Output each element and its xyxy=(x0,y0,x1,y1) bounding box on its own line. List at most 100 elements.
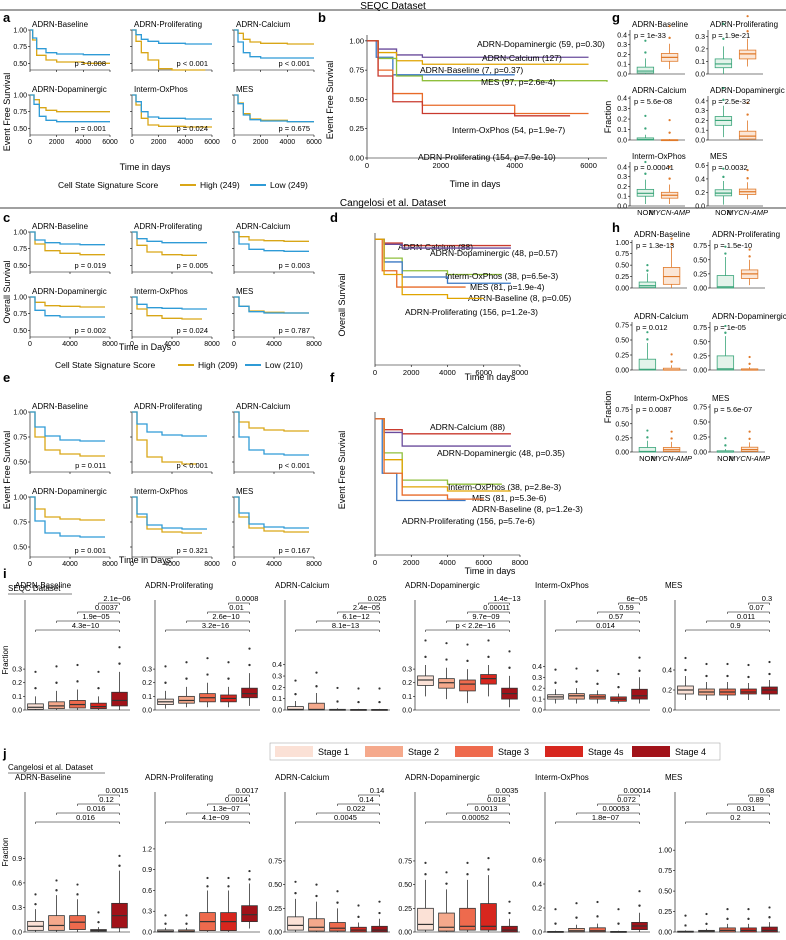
a-curve-low xyxy=(132,29,212,45)
g-y-tick-label: 0.6 xyxy=(695,163,705,170)
panel-letter-e: e xyxy=(3,370,10,385)
c-curve-low xyxy=(30,296,105,318)
j-subplot-title: ADRN-Dopaminergic xyxy=(405,773,480,782)
h-x-group-label: MYCN-AMP xyxy=(729,454,770,463)
h-y-tick-label: 0.25 xyxy=(615,353,629,360)
j-subplot-title: ADRN-Proliferating xyxy=(145,773,213,782)
g-subplot-title: ADRN-Proliferating xyxy=(710,20,778,29)
a-x-tick-label: 4000 xyxy=(178,139,194,146)
h-p-value: p = 0.0087 xyxy=(636,405,672,414)
i-y-tick-label: 0.3 xyxy=(532,675,542,682)
g-outlier xyxy=(746,169,749,172)
e-subplot-title: ADRN-Calcium xyxy=(236,402,291,411)
h-outlier xyxy=(748,248,751,251)
i-bracket-p: 0.9 xyxy=(730,621,740,630)
j-bracket-p: 0.0015 xyxy=(106,786,129,795)
i-outlier xyxy=(575,680,578,683)
g-outlier xyxy=(644,114,647,118)
c-y-tick-label: 1.00 xyxy=(13,230,27,237)
a-subplot-title: Interm-OxPhos xyxy=(134,85,188,94)
a-x-tick-label: 4000 xyxy=(76,139,92,146)
i-outlier xyxy=(76,663,79,667)
e-subplot-title: ADRN-Proliferating xyxy=(134,402,202,411)
i-outlier xyxy=(378,687,381,690)
i-y-tick-label: 0.0 xyxy=(142,708,152,715)
b-y-tick-label: 0.25 xyxy=(349,124,364,133)
f-series-label: MES (81, p=5.3e-6) xyxy=(472,493,547,503)
c-subplot-title: Interm-OxPhos xyxy=(134,287,188,296)
h-outlier xyxy=(748,362,751,365)
j-outlier xyxy=(466,861,469,864)
panel-letter-f: f xyxy=(330,370,335,385)
e-p-value: p = 0.321 xyxy=(177,546,209,555)
g-ylabel: Fraction xyxy=(603,101,613,134)
g-outlier xyxy=(644,51,647,54)
b-ylabel: Event Free Survival xyxy=(325,61,335,140)
h-box xyxy=(662,267,681,285)
j-box xyxy=(761,926,778,933)
d-ylabel: Overall Survival xyxy=(337,273,347,336)
i-y-tick-label: 0.2 xyxy=(12,680,22,687)
h-p-value: p = 0.012 xyxy=(636,323,668,332)
h-outlier xyxy=(646,436,649,439)
i-bracket-p: 6.1e−12 xyxy=(342,612,369,621)
h-p-value: p = 5.6e-07 xyxy=(714,405,752,414)
i-outlier xyxy=(617,685,620,689)
b-y-tick-label: 1.00 xyxy=(349,36,364,45)
panel-letter-d: d xyxy=(330,210,338,225)
i-outlier xyxy=(227,677,230,680)
i-outlier xyxy=(575,667,578,670)
j-outlier xyxy=(336,901,339,904)
j-outlier xyxy=(768,906,771,909)
i-outlier xyxy=(684,668,687,672)
i-bracket-p: 2.6e−10 xyxy=(212,612,239,621)
j-bracket-p: 0.00014 xyxy=(623,786,650,795)
c-ylabel: Overall Survival xyxy=(2,260,12,323)
g-y-tick-label: 0.0 xyxy=(617,138,627,145)
h-subplot-title: ADRN-Baseline xyxy=(634,230,691,239)
i-bracket-p: 0.0037 xyxy=(95,603,118,612)
h-x-group-label: NON xyxy=(717,454,734,463)
i-outlier xyxy=(336,700,339,703)
g-outlier xyxy=(746,113,749,116)
j-box xyxy=(417,907,434,931)
g-p-value: p = 0.0032 xyxy=(712,163,748,172)
h-subplot-title: MES xyxy=(712,394,729,403)
i-box xyxy=(90,702,107,710)
f-x-tick-label: 0 xyxy=(373,558,377,567)
h-subplot-title: ADRN-Proliferating xyxy=(712,230,780,239)
c-curve-high xyxy=(30,296,105,308)
g-outlier xyxy=(722,37,725,40)
j-box xyxy=(287,916,304,931)
j-bracket-p: 0.12 xyxy=(99,795,114,804)
j-y-tick-label: 0.3 xyxy=(12,905,22,912)
b-series-label: Interm-OxPhos (54, p=1.9e-7) xyxy=(452,125,565,135)
j-outlier xyxy=(424,861,427,864)
j-outlier xyxy=(705,912,708,916)
j-outlier xyxy=(118,864,121,867)
i-y-tick-label: 0.2 xyxy=(532,686,542,693)
e-curve-low xyxy=(30,496,105,538)
a-y-tick-label: 0.50 xyxy=(13,126,27,133)
g-subplot-title: MES xyxy=(710,152,727,161)
i-outlier xyxy=(638,669,641,672)
i-outlier xyxy=(617,672,620,676)
i-y-tick-label: 0.0 xyxy=(662,708,672,715)
i-outlier xyxy=(185,661,188,664)
j-y-tick-label: 0.50 xyxy=(268,882,282,889)
i-outlier xyxy=(768,660,771,664)
g-y-tick-label: 0.2 xyxy=(695,190,705,197)
j-bracket-p: 0.89 xyxy=(749,795,764,804)
e-p-value: p = 0.167 xyxy=(279,546,311,555)
i-outlier xyxy=(118,646,121,649)
i-outlier xyxy=(638,656,641,659)
i-outlier xyxy=(768,672,771,676)
i-outlier xyxy=(445,642,448,645)
j-bracket-p: 0.018 xyxy=(487,795,506,804)
i-outlier xyxy=(55,681,58,684)
e-x-tick-label: 0 xyxy=(130,561,134,568)
i-outlier xyxy=(55,665,58,668)
i-bracket-p: 1.4e−13 xyxy=(493,594,520,603)
i-bracket-p: 2.1e−06 xyxy=(103,594,130,603)
